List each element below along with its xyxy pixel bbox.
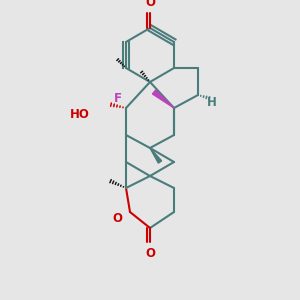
Text: F: F <box>114 92 122 106</box>
Text: O: O <box>145 0 155 9</box>
Text: HO: HO <box>70 107 90 121</box>
Text: H: H <box>207 97 217 110</box>
Text: O: O <box>145 247 155 260</box>
Text: O: O <box>112 212 122 224</box>
Polygon shape <box>150 148 162 163</box>
Polygon shape <box>152 90 174 108</box>
